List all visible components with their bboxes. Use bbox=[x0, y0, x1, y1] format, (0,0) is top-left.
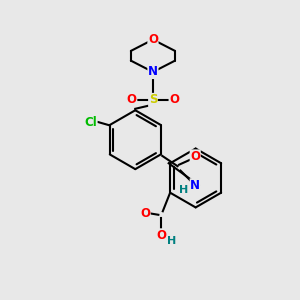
Text: O: O bbox=[156, 229, 166, 242]
Text: O: O bbox=[140, 207, 150, 220]
Text: H: H bbox=[179, 185, 188, 195]
Text: O: O bbox=[169, 93, 179, 106]
Text: H: H bbox=[167, 236, 176, 246]
Text: S: S bbox=[149, 93, 157, 106]
Text: O: O bbox=[127, 93, 137, 106]
Text: N: N bbox=[190, 179, 200, 192]
Text: O: O bbox=[148, 33, 158, 46]
Text: N: N bbox=[148, 65, 158, 79]
Text: O: O bbox=[190, 150, 200, 163]
Text: Cl: Cl bbox=[84, 116, 97, 128]
